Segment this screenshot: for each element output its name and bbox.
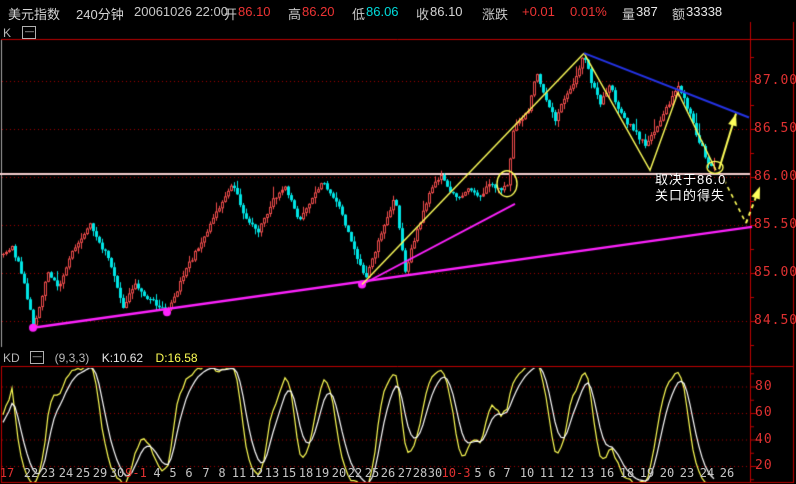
date-axis-label: 7 [503, 466, 511, 480]
close-label: 收 [416, 7, 430, 22]
date-axis-label: 10 [519, 466, 535, 480]
date-axis-label: 26 [380, 466, 396, 480]
date-axis-label: 12 [559, 466, 575, 480]
date-axis-label: 29 [92, 466, 108, 480]
date-axis-label: 20 [659, 466, 675, 480]
date-axis-label: 22 [23, 466, 39, 480]
close-value: 86.10 [430, 4, 463, 19]
date-axis-label: 13 [579, 466, 595, 480]
date-axis-label: 23 [679, 466, 695, 480]
amount-label: 额 [672, 7, 686, 22]
kd-d-value: D:16.58 [155, 351, 198, 365]
date-axis-label: 18 [298, 466, 314, 480]
date-axis-label: 13 [264, 466, 280, 480]
date-axis-label: 19 [639, 466, 655, 480]
change-label: 涨跌 [482, 7, 509, 22]
kd-axis-label: 40 [755, 431, 773, 447]
date-axis-label: 24 [58, 466, 74, 480]
date-axis-label: 5 [474, 466, 482, 480]
date-axis-label: 11 [231, 466, 247, 480]
date-axis-label: 25 [364, 466, 380, 480]
date-axis-label: 5 [169, 466, 177, 480]
symbol-name: 美元指数 [8, 7, 61, 22]
price-axis-label: 85.00 [754, 265, 796, 280]
low-label: 低 [352, 7, 366, 22]
date-axis-label: 22 [347, 466, 363, 480]
high-label: 高 [288, 7, 302, 22]
main-pane-header: K — [3, 24, 37, 42]
annotation-line1: 取决于86.0 [655, 172, 727, 187]
date-axis-label: 25 [75, 466, 91, 480]
date-axis-label: 26 [719, 466, 735, 480]
datetime-label: 20061026 22:00 [134, 4, 228, 19]
date-axis-label: 28 [412, 466, 428, 480]
date-axis-label: 30 [427, 466, 443, 480]
annotation-note: 取决于86.0 关口的得失 [655, 172, 726, 204]
date-axis-label: 11 [539, 466, 555, 480]
date-axis-label: 15 [281, 466, 297, 480]
kd-k-value: K:10.62 [101, 351, 144, 365]
low-value: 86.06 [366, 4, 399, 19]
date-axis-label: 8 [218, 466, 226, 480]
change-pct-value: 0.01% [570, 4, 607, 19]
date-axis-label: 16 [599, 466, 615, 480]
date-axis-label: 24 [699, 466, 715, 480]
date-axis-label: 20 [331, 466, 347, 480]
date-axis-label: 27 [397, 466, 413, 480]
price-axis-label: 87.00 [754, 73, 796, 88]
date-axis-label: 9-1 [125, 466, 147, 480]
amount-value: 33338 [686, 4, 723, 19]
date-axis-label: 10-3 [441, 466, 471, 480]
kd-axis-label: 80 [755, 378, 773, 394]
open-value: 86.10 [238, 4, 271, 19]
date-axis-label: 18 [619, 466, 635, 480]
change-value: +0.01 [522, 4, 555, 19]
kd-pane-collapse-button[interactable]: — [30, 351, 45, 365]
volume-value: 387 [636, 4, 658, 19]
date-axis-label: 12 [248, 466, 264, 480]
kd-axis-label: 20 [755, 458, 773, 473]
price-axis-label: 84.50 [754, 313, 796, 328]
price-axis-label: 86.00 [754, 169, 796, 184]
date-axis-label: 6 [488, 466, 496, 480]
date-axis-label: 6 [185, 466, 193, 480]
open-label: 开 [224, 7, 238, 22]
date-axis-label: 30 [109, 466, 125, 480]
period-label[interactable]: 240分钟 [76, 7, 124, 22]
volume-label: 量 [622, 7, 636, 22]
info-bar: 美元指数 240分钟 20061026 22:00 开 86.10 高 86.2… [0, 0, 796, 22]
kd-params-label: (9,3,3) [54, 351, 90, 365]
main-indicator-label: K [3, 26, 12, 40]
high-value: 86.20 [302, 4, 335, 19]
kd-indicator-label: KD [3, 351, 20, 365]
main-pane-collapse-button[interactable]: — [22, 26, 37, 40]
date-axis-label: 7 [202, 466, 210, 480]
date-axis-label: 17 [0, 466, 15, 480]
annotation-line2: 关口的得失 [655, 188, 726, 203]
date-axis-label: 19 [314, 466, 330, 480]
price-axis-label: 85.50 [754, 217, 796, 232]
date-axis-label: 4 [153, 466, 161, 480]
date-axis-label: 23 [40, 466, 56, 480]
price-axis-label: 86.50 [754, 121, 796, 136]
kd-pane-header: KD — (9,3,3) K:10.62 D:16.58 [3, 349, 198, 367]
kd-axis-label: 60 [755, 405, 773, 420]
